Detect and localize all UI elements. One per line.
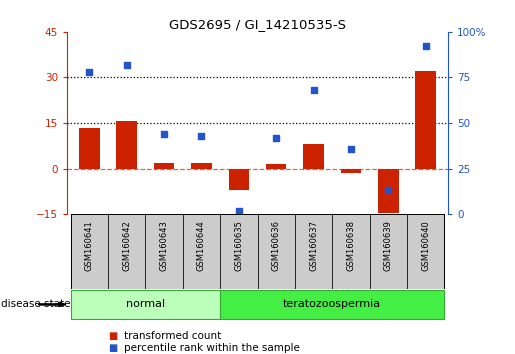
Text: GSM160637: GSM160637: [309, 220, 318, 271]
Text: disease state: disease state: [1, 299, 70, 309]
Bar: [407, 214, 444, 289]
Bar: [79, 127, 99, 169]
Bar: [71, 290, 220, 319]
Bar: [116, 121, 137, 169]
Bar: [191, 162, 212, 169]
Point: [272, 135, 280, 141]
Text: teratozoospermia: teratozoospermia: [283, 299, 381, 309]
Bar: [183, 214, 220, 289]
Title: GDS2695 / GI_14210535-S: GDS2695 / GI_14210535-S: [169, 18, 346, 31]
Text: GSM160638: GSM160638: [347, 220, 355, 271]
Text: ■: ■: [108, 331, 117, 341]
Point: [421, 44, 430, 49]
Bar: [220, 214, 258, 289]
Text: transformed count: transformed count: [124, 331, 221, 341]
Bar: [370, 214, 407, 289]
Bar: [220, 290, 444, 319]
Text: GSM160641: GSM160641: [85, 220, 94, 271]
Text: GSM160644: GSM160644: [197, 220, 206, 271]
Point: [310, 87, 318, 93]
Bar: [266, 164, 286, 169]
Text: GSM160643: GSM160643: [160, 220, 168, 271]
Text: GSM160639: GSM160639: [384, 220, 393, 271]
Bar: [145, 214, 183, 289]
Bar: [71, 214, 108, 289]
Text: GSM160635: GSM160635: [234, 220, 243, 271]
Bar: [378, 169, 399, 213]
Point: [85, 69, 94, 75]
Text: normal: normal: [126, 299, 165, 309]
Point: [123, 62, 131, 68]
Bar: [340, 169, 361, 173]
Bar: [416, 72, 436, 169]
Bar: [332, 214, 370, 289]
Text: GSM160640: GSM160640: [421, 220, 430, 271]
Point: [197, 133, 205, 139]
Bar: [108, 214, 145, 289]
Bar: [258, 214, 295, 289]
Point: [160, 131, 168, 137]
Bar: [154, 162, 175, 169]
Bar: [229, 169, 249, 190]
Point: [384, 188, 392, 193]
Text: ■: ■: [108, 343, 117, 353]
Bar: [295, 214, 332, 289]
Text: percentile rank within the sample: percentile rank within the sample: [124, 343, 300, 353]
Point: [347, 146, 355, 152]
Point: [235, 208, 243, 213]
Bar: [303, 144, 324, 169]
Text: GSM160642: GSM160642: [122, 220, 131, 271]
Text: GSM160636: GSM160636: [272, 220, 281, 271]
